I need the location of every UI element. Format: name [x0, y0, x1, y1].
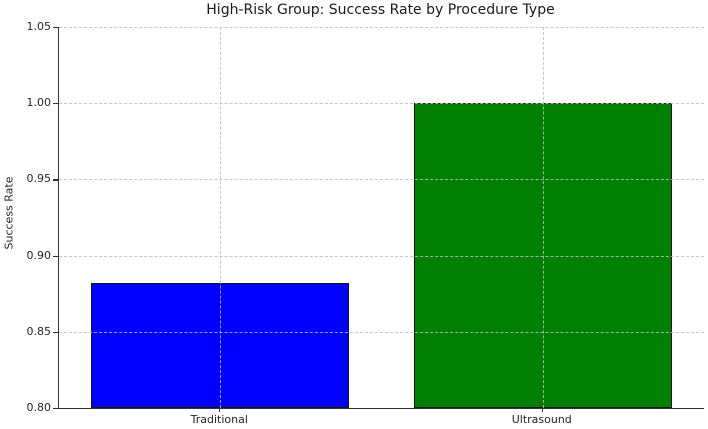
horizontal-gridline: [59, 27, 704, 28]
x-tick-mark: [541, 408, 543, 412]
vertical-gridline: [542, 27, 544, 408]
y-tick-label: 1.00: [26, 96, 52, 110]
horizontal-gridline: [59, 179, 704, 181]
x-tick-label: Traditional: [190, 413, 248, 426]
horizontal-gridline: [59, 103, 704, 105]
chart-title: High-Risk Group: Success Rate by Procedu…: [206, 2, 555, 18]
y-tick-label: 0.95: [26, 172, 52, 186]
y-tick-mark: [53, 27, 58, 29]
horizontal-gridline: [59, 331, 704, 333]
horizontal-gridline: [59, 255, 704, 257]
vertical-gridline: [220, 27, 222, 408]
y-tick-label: 1.05: [26, 20, 52, 33]
y-tick-mark: [53, 179, 58, 181]
x-tick-mark: [219, 408, 221, 412]
y-tick-label: 0.80: [26, 401, 52, 414]
y-tick-label: 0.85: [26, 324, 52, 338]
plot-area: [58, 27, 704, 409]
x-tick-label: Ultrasound: [511, 413, 572, 426]
y-tick-mark: [53, 103, 58, 105]
y-tick-mark: [53, 255, 58, 257]
y-tick-mark: [53, 408, 58, 410]
y-tick-mark: [53, 331, 58, 333]
y-tick-label: 0.90: [26, 248, 52, 262]
y-axis-label: Success Rate: [2, 176, 16, 250]
